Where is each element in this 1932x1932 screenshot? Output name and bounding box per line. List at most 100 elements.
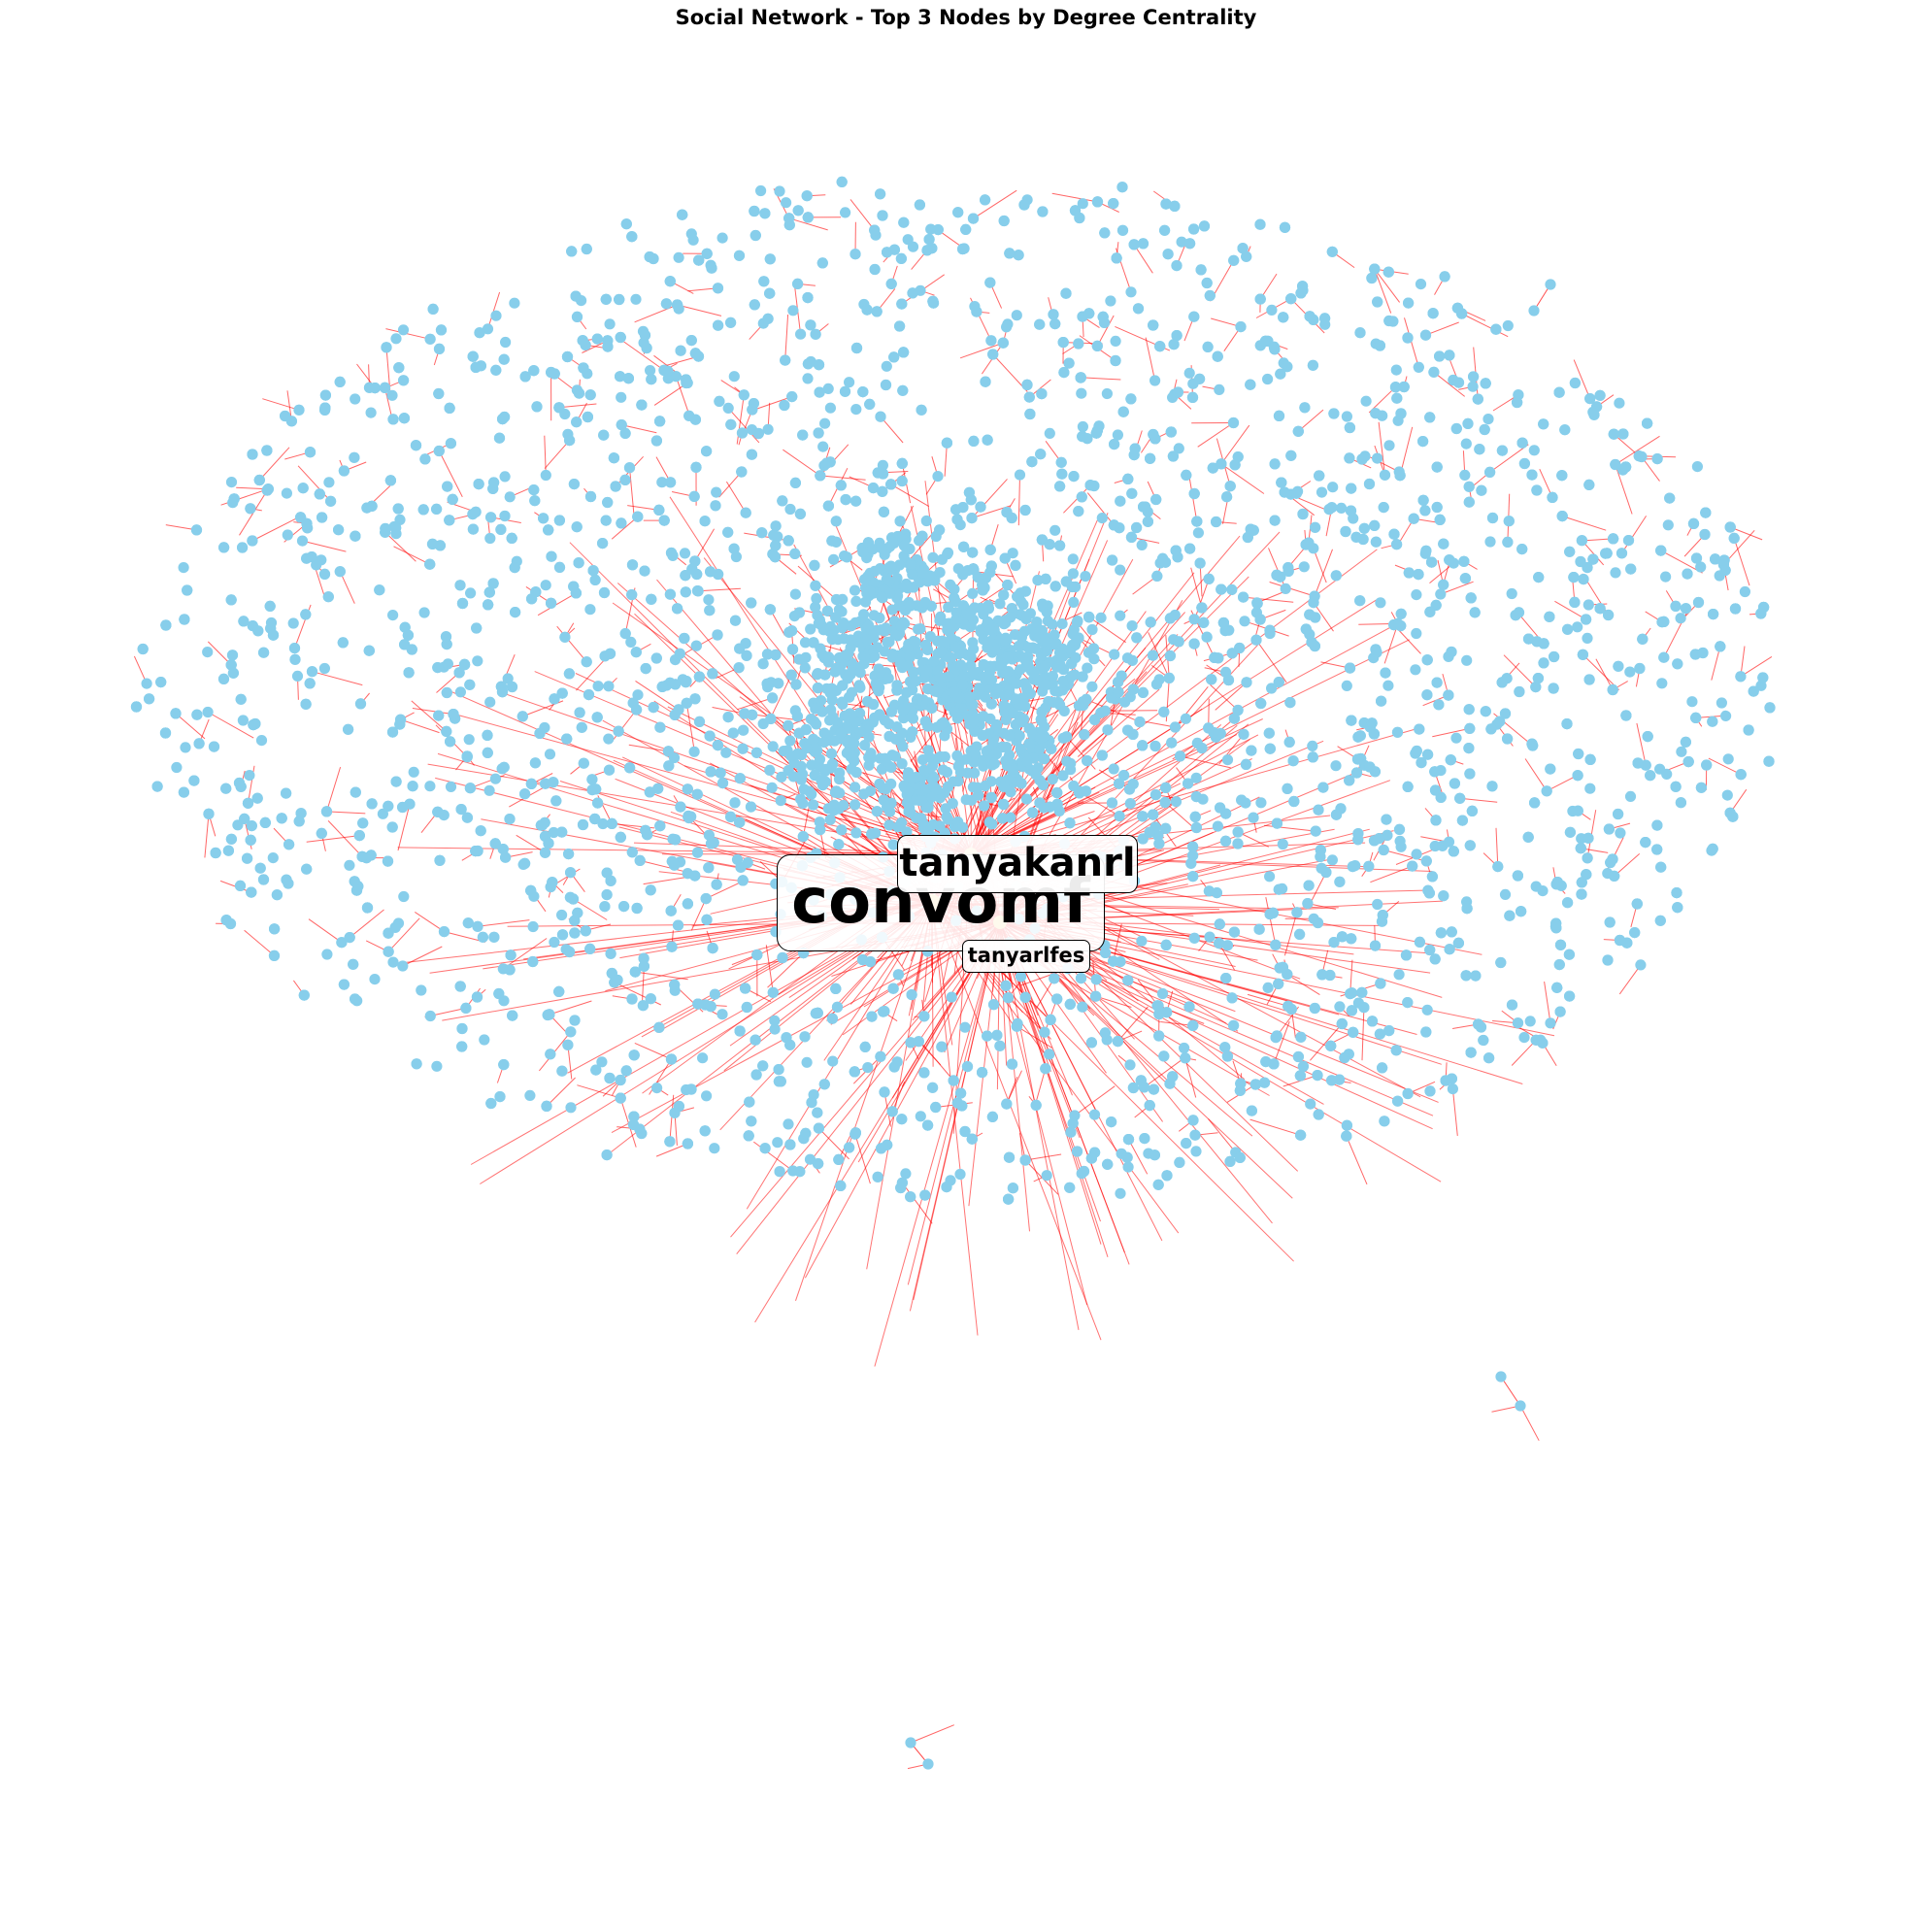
network-node — [318, 662, 330, 675]
edge — [384, 531, 416, 562]
network-node — [706, 262, 717, 274]
network-node — [1393, 823, 1406, 836]
network-node — [1463, 481, 1475, 492]
network-node — [840, 207, 851, 218]
edge — [1495, 827, 1499, 867]
network-node — [454, 686, 466, 698]
network-node — [1277, 838, 1288, 850]
edge — [635, 971, 688, 981]
edge — [736, 921, 1001, 1255]
network-node — [598, 429, 610, 441]
network-node — [1099, 227, 1111, 239]
edge — [705, 881, 743, 900]
edge — [655, 1143, 688, 1157]
network-node — [1624, 790, 1637, 803]
network-node — [728, 371, 740, 383]
network-node — [1262, 373, 1274, 385]
edge — [1128, 1139, 1149, 1175]
network-node — [1073, 338, 1084, 350]
edge — [1361, 1007, 1365, 1061]
network-node — [318, 568, 331, 581]
network-node — [645, 884, 656, 896]
network-node — [880, 379, 892, 391]
network-node — [1112, 429, 1123, 441]
network-node — [801, 1056, 813, 1068]
edge — [1025, 1153, 1062, 1161]
edge — [1008, 997, 1045, 1033]
network-node — [563, 668, 576, 680]
edge — [756, 396, 792, 410]
network-node — [397, 801, 409, 814]
network-node — [1040, 1063, 1051, 1075]
network-node — [1051, 993, 1063, 1005]
network-node — [824, 814, 836, 825]
network-node — [193, 738, 205, 749]
network-node — [1616, 548, 1628, 559]
network-node — [906, 989, 917, 1001]
network-node — [1421, 1004, 1433, 1016]
network-node — [1429, 784, 1442, 796]
edge — [207, 712, 254, 739]
network-node — [682, 868, 693, 880]
network-node — [703, 594, 715, 606]
edge — [1297, 409, 1324, 432]
network-node — [746, 1116, 757, 1127]
network-node — [519, 788, 531, 800]
edge — [1081, 377, 1121, 381]
network-node — [1091, 340, 1103, 351]
network-node — [914, 199, 926, 211]
network-node — [208, 741, 220, 752]
edge — [1220, 424, 1250, 465]
network-node — [498, 353, 510, 365]
network-node — [1221, 754, 1234, 766]
network-node — [1124, 1059, 1136, 1071]
network-node — [222, 845, 234, 856]
edge — [1144, 1058, 1183, 1088]
edge — [1740, 655, 1773, 678]
network-node — [465, 587, 477, 599]
edge — [326, 766, 342, 813]
edge — [999, 921, 1080, 1330]
network-node — [1484, 536, 1496, 548]
network-node — [791, 711, 804, 722]
edge — [849, 199, 876, 231]
network-node — [1188, 614, 1200, 625]
network-node — [1464, 840, 1476, 851]
network-node — [784, 503, 796, 516]
network-node — [1139, 1133, 1150, 1145]
edge — [1264, 824, 1316, 832]
network-node — [182, 584, 193, 596]
network-node — [1044, 1049, 1055, 1060]
network-node — [1675, 613, 1686, 624]
network-node — [816, 257, 828, 269]
network-node — [1748, 685, 1759, 697]
network-node — [474, 327, 485, 339]
edge — [1283, 912, 1298, 956]
edge — [907, 622, 948, 631]
network-node — [1212, 820, 1223, 832]
edge — [1117, 1006, 1149, 1042]
network-node — [824, 402, 837, 414]
edge — [754, 921, 1001, 1323]
network-node — [1067, 1117, 1079, 1129]
network-node — [1341, 680, 1352, 692]
network-node — [1255, 797, 1267, 809]
edge — [918, 1040, 954, 1082]
network-node — [1115, 564, 1126, 576]
edge — [327, 820, 363, 857]
network-node — [1150, 493, 1162, 506]
edge — [640, 859, 687, 873]
network-node — [1415, 279, 1427, 290]
network-node — [1334, 1001, 1346, 1013]
edge — [1660, 550, 1703, 574]
network-node — [1119, 696, 1131, 708]
edge — [397, 804, 411, 851]
network-node — [1563, 949, 1575, 960]
network-node — [1127, 1082, 1139, 1094]
network-node — [656, 477, 668, 488]
network-node — [395, 714, 407, 725]
edge — [1503, 654, 1537, 687]
network-node — [583, 689, 595, 701]
network-node — [1377, 410, 1388, 421]
network-node — [1108, 763, 1119, 775]
